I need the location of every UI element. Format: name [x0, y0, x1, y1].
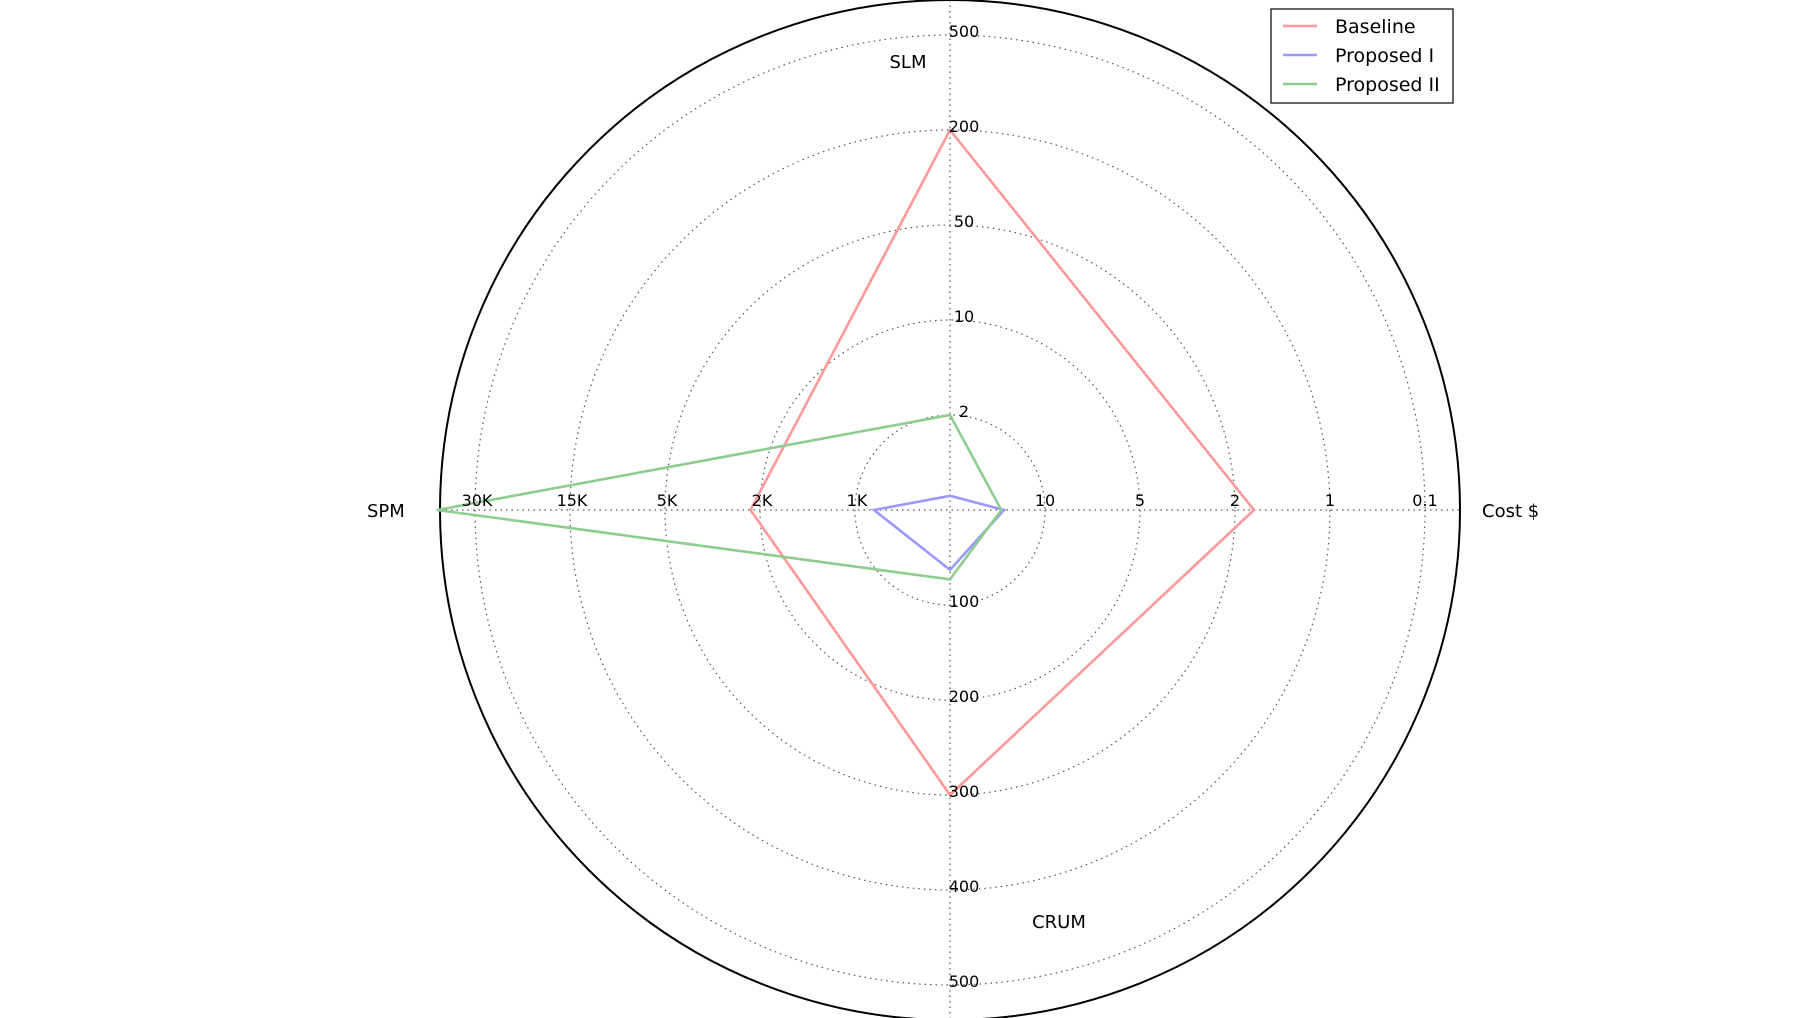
- grid-ring-4: [569, 129, 1331, 891]
- axis-name-spm: SPM: [367, 501, 405, 522]
- series-layer: [436, 127, 1256, 797]
- grid-ring-1: [854, 414, 1046, 606]
- tick-label-spm-3: 5K: [657, 491, 678, 510]
- tick-label-slm-2: 10: [954, 307, 974, 326]
- tick-label-cost-2: 5: [1135, 491, 1145, 510]
- tick-label-crum-1: 100: [949, 592, 980, 611]
- series-proposed-ii: [436, 413, 1003, 581]
- tick-labels: 2 10 50 200 500 10 5 2 1 0.1 100 200 300 400 500 1K 2K 5K…: [462, 22, 1438, 991]
- tick-label-slm-4: 200: [949, 117, 980, 136]
- grid-ring-3: [664, 224, 1236, 796]
- grid: [439, 0, 1461, 1018]
- tick-label-cost-5: 0.1: [1412, 491, 1437, 510]
- series-proposed-i: [870, 494, 1007, 572]
- tick-label-spm-5: 30K: [462, 491, 493, 510]
- tick-label-spm-4: 15K: [557, 491, 588, 510]
- axis-name-cost: Cost $: [1482, 501, 1539, 522]
- tick-label-spm-2: 2K: [752, 491, 773, 510]
- tick-label-slm-5: 500: [949, 22, 980, 41]
- legend-label-2: Proposed I: [1335, 45, 1434, 67]
- series-baseline: [748, 127, 1256, 797]
- legend-label-3: Proposed II: [1335, 74, 1440, 96]
- tick-label-cost-1: 10: [1035, 491, 1055, 510]
- tick-label-crum-4: 400: [949, 877, 980, 896]
- tick-label-crum-5: 500: [949, 972, 980, 991]
- axis-name-crum: CRUM: [1032, 912, 1086, 933]
- legend: Baseline Proposed I Proposed II: [1270, 8, 1454, 104]
- tick-label-crum-3: 300: [949, 782, 980, 801]
- tick-label-slm-1: 2: [959, 402, 969, 421]
- tick-label-spm-1: 1K: [847, 491, 868, 510]
- axis-names: SLM Cost $ CRUM SPM: [367, 52, 1539, 933]
- legend-label-1: Baseline: [1335, 16, 1416, 38]
- grid-ring-2: [759, 319, 1141, 701]
- tick-label-slm-3: 50: [954, 212, 974, 231]
- tick-label-cost-4: 1: [1325, 491, 1335, 510]
- tick-label-crum-2: 200: [949, 687, 980, 706]
- polar-frame: [439, 0, 1461, 1018]
- tick-label-cost-3: 2: [1230, 491, 1240, 510]
- axis-name-slm: SLM: [890, 52, 927, 73]
